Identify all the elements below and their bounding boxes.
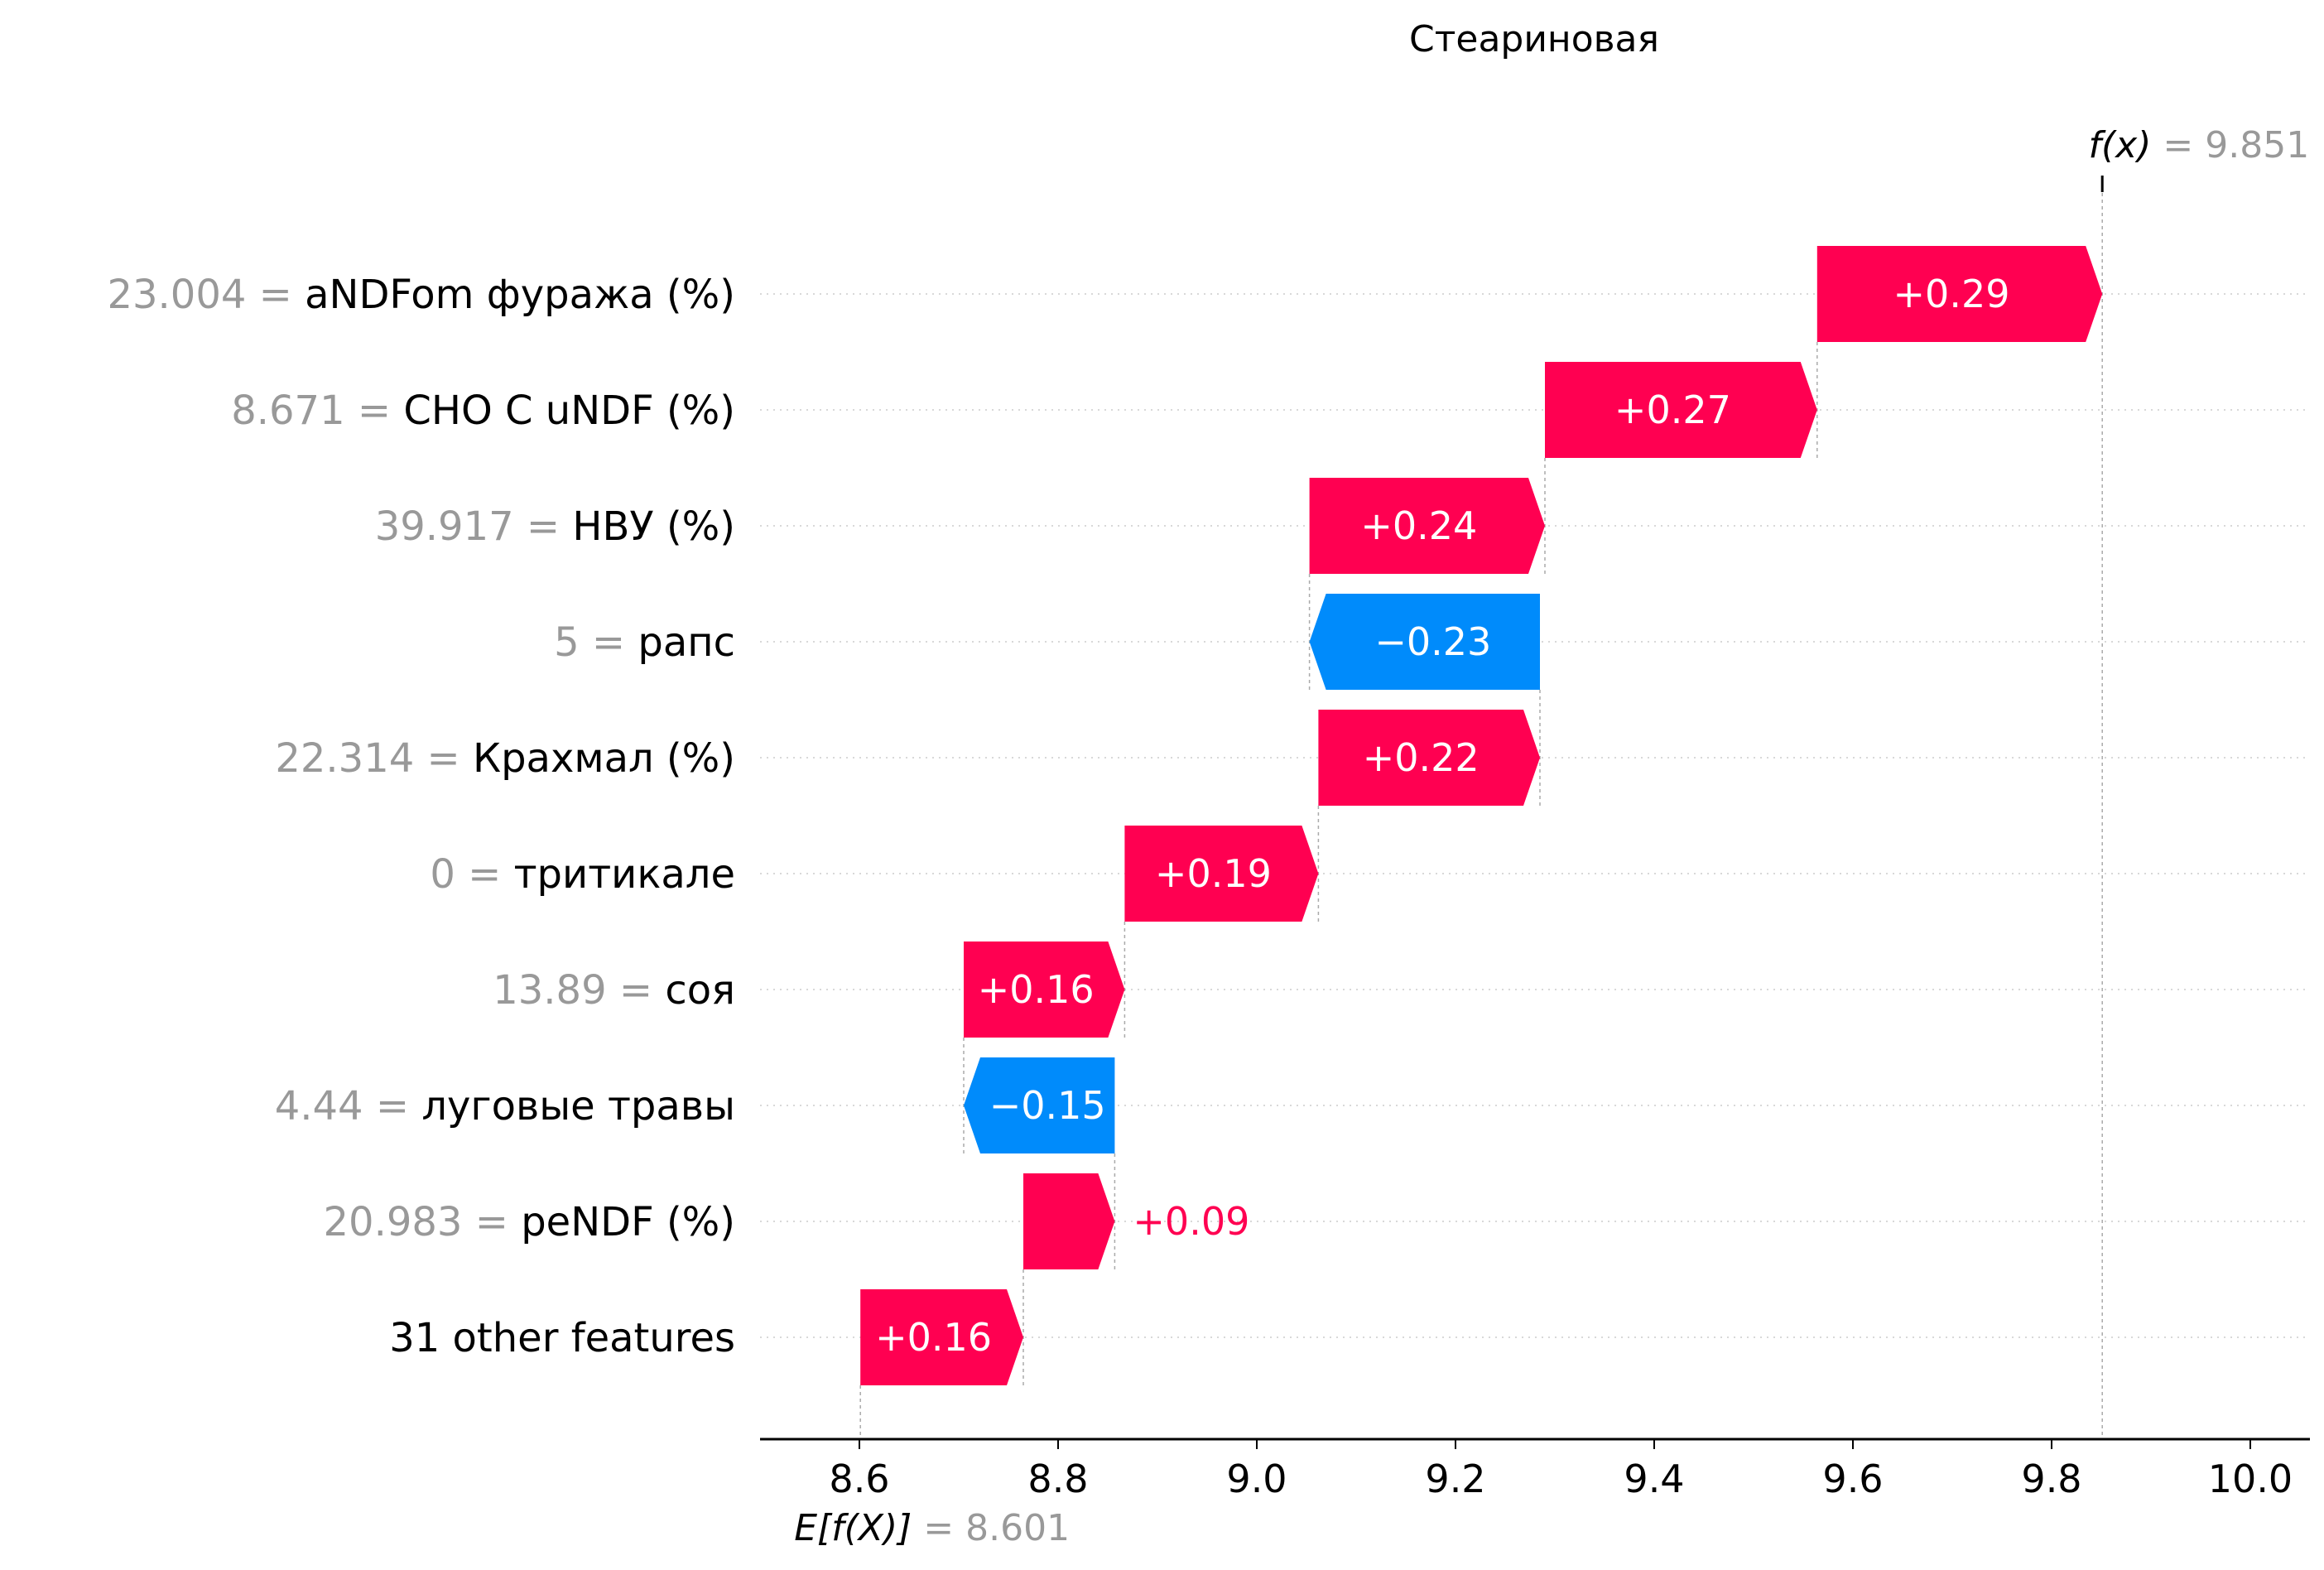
shap-bar	[964, 942, 1125, 1038]
contribution-bars: +0.29 +0.27 +0.24 −0.23 +0.22 +0.19 +0.16 −0.15…	[860, 246, 2103, 1385]
x-tick-label: 10.0	[2208, 1457, 2293, 1501]
shap-bar	[1309, 594, 1540, 690]
feature-label: 22.314 = Крахмал (%)	[275, 735, 735, 782]
x-tick-label: 9.0	[1226, 1457, 1287, 1501]
shap-bar	[1545, 362, 1817, 458]
feature-label: 39.917 = НВУ (%)	[375, 503, 735, 550]
shap-value-label: +0.09	[1133, 1199, 1249, 1244]
shap-value-label: +0.27	[1614, 388, 1731, 432]
shap-value-label: +0.24	[1360, 503, 1477, 548]
feature-label: 31 other features	[389, 1315, 735, 1361]
feature-labels: 23.004 = aNDFom фуража (%) 8.671 = CHO C …	[107, 272, 735, 1361]
shap-value-label: −0.23	[1374, 619, 1491, 664]
shap-value-label: +0.22	[1363, 735, 1480, 780]
x-tick-label: 9.2	[1425, 1457, 1485, 1501]
shap-value-label: +0.19	[1155, 851, 1272, 896]
base-value-label: E[f(X)] = 8.601	[794, 1507, 1070, 1549]
feature-label: 13.89 = соя	[493, 967, 735, 1014]
shap-bar	[860, 1289, 1023, 1385]
shap-bar	[964, 1057, 1115, 1153]
chart-title: Стеариновая	[1409, 18, 1659, 60]
feature-label: 5 = рапс	[554, 619, 735, 666]
x-tick-label: 9.4	[1624, 1457, 1684, 1501]
x-tick-label: 8.6	[829, 1457, 889, 1501]
reference-labels: f(x) = 9.851 E[f(X)] = 8.601	[794, 124, 2309, 1549]
feature-label: 23.004 = aNDFom фуража (%)	[107, 272, 735, 318]
x-axis: 8.6 8.8 9.0 9.2 9.4 9.6 9.8 10.0	[760, 1438, 2310, 1501]
shap-bar	[1124, 826, 1319, 922]
feature-label: 4.44 = луговые травы	[275, 1083, 735, 1129]
shap-bar	[1816, 246, 2103, 342]
x-tick-label: 9.6	[1822, 1457, 1883, 1501]
feature-label: 0 = тритикале	[430, 851, 735, 898]
row-gridlines	[760, 293, 2310, 1338]
shap-bar	[1023, 1173, 1115, 1269]
shap-value-label: +0.29	[1893, 272, 2010, 316]
feature-label: 20.983 = peNDF (%)	[324, 1199, 735, 1245]
shap-value-label: +0.16	[875, 1315, 992, 1360]
final-value-label: f(x) = 9.851	[2089, 124, 2310, 166]
x-tick-label: 9.8	[2021, 1457, 2081, 1501]
feature-label: 8.671 = CHO C uNDF (%)	[231, 388, 735, 434]
shap-bar	[1309, 478, 1545, 574]
shap-bar	[1318, 710, 1540, 806]
shap-value-label: +0.16	[978, 967, 1095, 1012]
x-tick-label: 8.8	[1027, 1457, 1088, 1501]
connector-lines	[859, 186, 2103, 1439]
shap-value-label: −0.15	[989, 1083, 1106, 1128]
